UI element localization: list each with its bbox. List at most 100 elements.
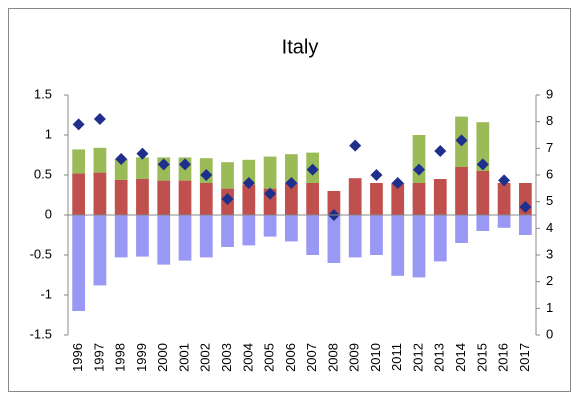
bar (199, 215, 213, 258)
diamond-marker (519, 201, 532, 213)
diamond-marker (455, 134, 468, 147)
bar (327, 215, 341, 263)
bar (93, 172, 107, 215)
diamond-marker (434, 145, 447, 157)
bar (412, 215, 426, 278)
bar (178, 215, 192, 261)
bar (199, 183, 213, 215)
x-tick-label: 1996 (70, 343, 85, 372)
bar (93, 147, 107, 173)
diamond-marker (136, 147, 149, 160)
x-tick-label: 2015 (474, 343, 489, 372)
x-tick-label: 2010 (368, 343, 383, 372)
y-tick-label: 0 (45, 206, 52, 221)
diamond-marker (306, 163, 319, 176)
y2-tick-label: 3 (546, 246, 553, 261)
bar (327, 191, 341, 215)
x-tick-label: 2011 (389, 343, 404, 371)
x-tick-label: 2012 (410, 343, 425, 372)
bar (370, 183, 383, 215)
x-tick-label: 2007 (304, 343, 319, 372)
bar (221, 162, 234, 189)
bar (497, 215, 511, 228)
y2-tick-label: 0 (546, 326, 553, 341)
y-tick-label: 1 (45, 126, 52, 141)
bar (455, 215, 468, 243)
bar (114, 179, 128, 215)
y2-tick-label: 7 (546, 140, 553, 155)
y2-tick-label: 2 (546, 273, 553, 288)
chart-title: Italy (282, 36, 319, 58)
diamond-marker (72, 118, 85, 131)
x-tick-label: 2006 (283, 343, 298, 372)
bar (114, 159, 128, 180)
bar (370, 215, 383, 255)
bar (497, 183, 511, 215)
diamond-marker (115, 153, 128, 165)
bar (391, 183, 405, 215)
diamond-marker (413, 163, 425, 176)
x-tick-label: 2004 (240, 343, 255, 372)
bar (284, 183, 298, 215)
bar (72, 173, 86, 215)
diamond-marker (285, 177, 298, 189)
bar (72, 149, 86, 174)
x-tick-label: 2016 (496, 343, 511, 372)
x-tick-label: 2009 (347, 343, 362, 372)
y2-tick-label: 6 (546, 166, 553, 181)
x-tick-label: 2013 (432, 343, 447, 372)
bar (242, 215, 256, 246)
diamond-marker (93, 113, 106, 125)
bar (306, 183, 320, 215)
bar (476, 171, 490, 215)
bar (518, 215, 532, 235)
bar (263, 215, 277, 237)
x-tick-label: 2005 (262, 343, 277, 372)
y2-tick-label: 5 (546, 193, 553, 208)
diamond-marker (349, 139, 362, 152)
bar (412, 183, 426, 215)
y-tick-label: -1 (40, 286, 52, 301)
bar (306, 215, 320, 255)
diamond-marker (391, 177, 404, 189)
bar (136, 179, 149, 215)
y2-tick-label: 1 (546, 300, 553, 315)
y-tick-label: -0.5 (30, 246, 52, 261)
bar (72, 215, 86, 311)
x-tick-label: 1998 (113, 343, 128, 372)
diamond-marker (157, 158, 170, 171)
bar (178, 180, 192, 215)
diamond-marker (200, 169, 213, 181)
x-tick-label: 2014 (453, 343, 468, 372)
x-tick-label: 2003 (219, 343, 234, 372)
x-tick-label: 2017 (517, 343, 532, 372)
x-tick-label: 1999 (134, 343, 149, 372)
x-tick-label: 2002 (198, 343, 213, 372)
y2-tick-label: 9 (546, 86, 553, 101)
x-tick-label: 2008 (325, 343, 340, 372)
bar (157, 215, 171, 265)
bar (284, 215, 298, 242)
bar (412, 135, 426, 183)
diamond-marker (221, 193, 234, 205)
x-tick-label: 1997 (91, 343, 106, 372)
diamond-marker (370, 169, 383, 181)
bar (455, 167, 468, 215)
diamond-marker (476, 158, 489, 171)
bar (136, 215, 149, 257)
bar (433, 215, 447, 262)
bar (476, 215, 490, 231)
bar (433, 179, 447, 215)
bar (221, 215, 234, 247)
y-tick-label: 0.5 (34, 166, 52, 181)
x-tick-label: 2001 (176, 343, 191, 372)
bar (348, 178, 362, 215)
bar (157, 180, 171, 215)
bar (348, 215, 362, 258)
bar (136, 157, 149, 179)
diamond-marker (264, 187, 277, 200)
y2-tick-label: 8 (546, 113, 553, 128)
y-tick-label: -1.5 (30, 326, 52, 341)
y-tick-label: 1.5 (34, 86, 52, 101)
